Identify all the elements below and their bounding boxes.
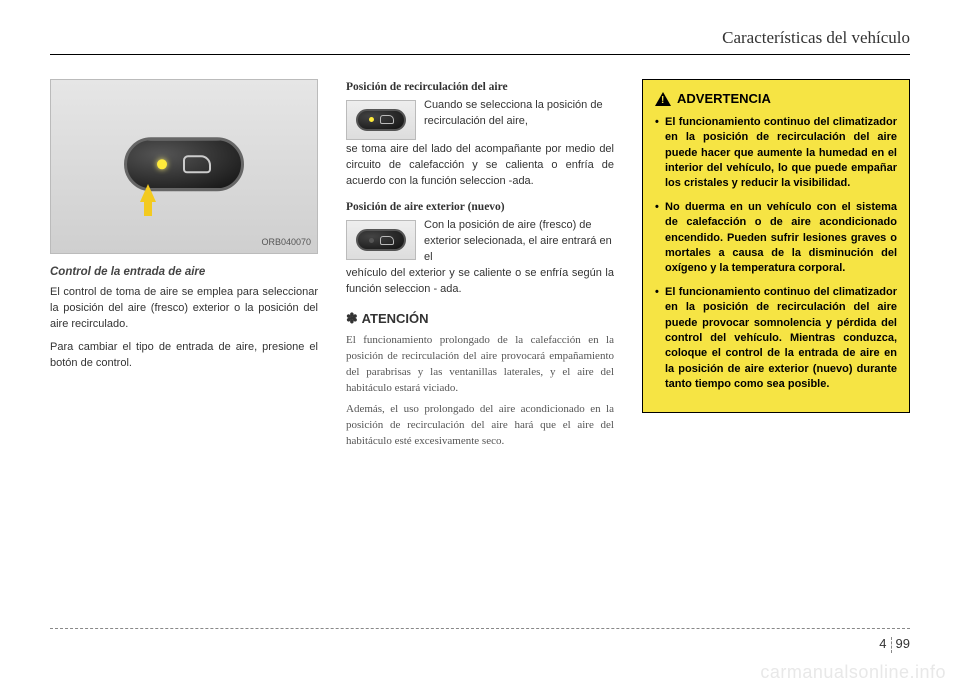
col2-p3: El funcionamiento prolongado de la calef… <box>346 333 614 397</box>
warning-triangle-icon <box>655 92 671 106</box>
led-dot-icon <box>369 117 374 122</box>
recirculation-block: Cuando se selecciona la posición de reci… <box>346 98 614 142</box>
col2-p1b: se toma aire del lado del acompañante po… <box>346 142 614 190</box>
section-header: Características del vehículo <box>50 28 910 55</box>
page-number: 4 99 <box>879 636 910 653</box>
figure-code: ORB040070 <box>261 236 311 249</box>
column-1: ORB040070 Control de la entrada de aire … <box>50 79 318 456</box>
warning-box: ADVERTENCIA El funcionamiento continuo d… <box>642 79 910 413</box>
figure-air-intake-button: ORB040070 <box>50 79 318 254</box>
col2-p1a: Cuando se selecciona la posición de reci… <box>424 99 603 127</box>
col2-h1: Posición de recirculación del aire <box>346 79 614 96</box>
car-outline-icon <box>183 155 211 173</box>
mini-car-icon <box>380 236 394 245</box>
warning-item: No duerma en un vehículo con el sistema … <box>655 200 897 277</box>
mini-car-icon <box>380 115 394 124</box>
chapter-number: 4 <box>879 636 886 651</box>
col1-subhead: Control de la entrada de aire <box>50 264 318 281</box>
col2-p4: Además, el uso prolongado del aire acond… <box>346 402 614 450</box>
warning-heading: ADVERTENCIA <box>655 90 897 109</box>
warning-title: ADVERTENCIA <box>677 90 771 109</box>
content-columns: ORB040070 Control de la entrada de aire … <box>50 79 910 456</box>
col1-p2: Para cambiar el tipo de entrada de aire,… <box>50 340 318 372</box>
led-indicator-icon <box>157 159 167 169</box>
led-off-icon <box>369 238 374 243</box>
fresh-air-block: Con la posición de aire (fresco) de exte… <box>346 218 614 266</box>
page-in-chapter: 99 <box>896 636 910 651</box>
footer-divider <box>50 628 910 629</box>
fresh-air-icon <box>346 220 416 260</box>
pointer-arrow-icon <box>140 184 156 202</box>
col2-h2: Posición de aire exterior (nuevo) <box>346 199 614 216</box>
watermark: carmanualsonline.info <box>760 662 946 683</box>
manual-page: Características del vehículo ORB040070 C… <box>0 0 960 689</box>
column-2: Posición de recirculación del aire Cuand… <box>346 79 614 456</box>
recirculation-icon <box>346 100 416 140</box>
col2-p2a: Con la posición de aire (fresco) de exte… <box>424 219 612 263</box>
warning-list: El funcionamiento continuo del climatiza… <box>655 115 897 393</box>
col2-p2b: vehículo del exterior y se caliente o se… <box>346 266 614 298</box>
atencion-label: ATENCIÓN <box>362 311 429 326</box>
warning-item: El funcionamiento continuo del climatiza… <box>655 115 897 192</box>
col1-p1: El control de toma de aire se emplea par… <box>50 285 318 333</box>
warning-item: El funcionamiento continuo del climatiza… <box>655 285 897 393</box>
asterisk-icon: ✽ <box>346 310 362 326</box>
column-3: ADVERTENCIA El funcionamiento continuo d… <box>642 79 910 456</box>
button-face <box>124 137 244 191</box>
atencion-heading: ✽ ATENCIÓN <box>346 308 614 329</box>
